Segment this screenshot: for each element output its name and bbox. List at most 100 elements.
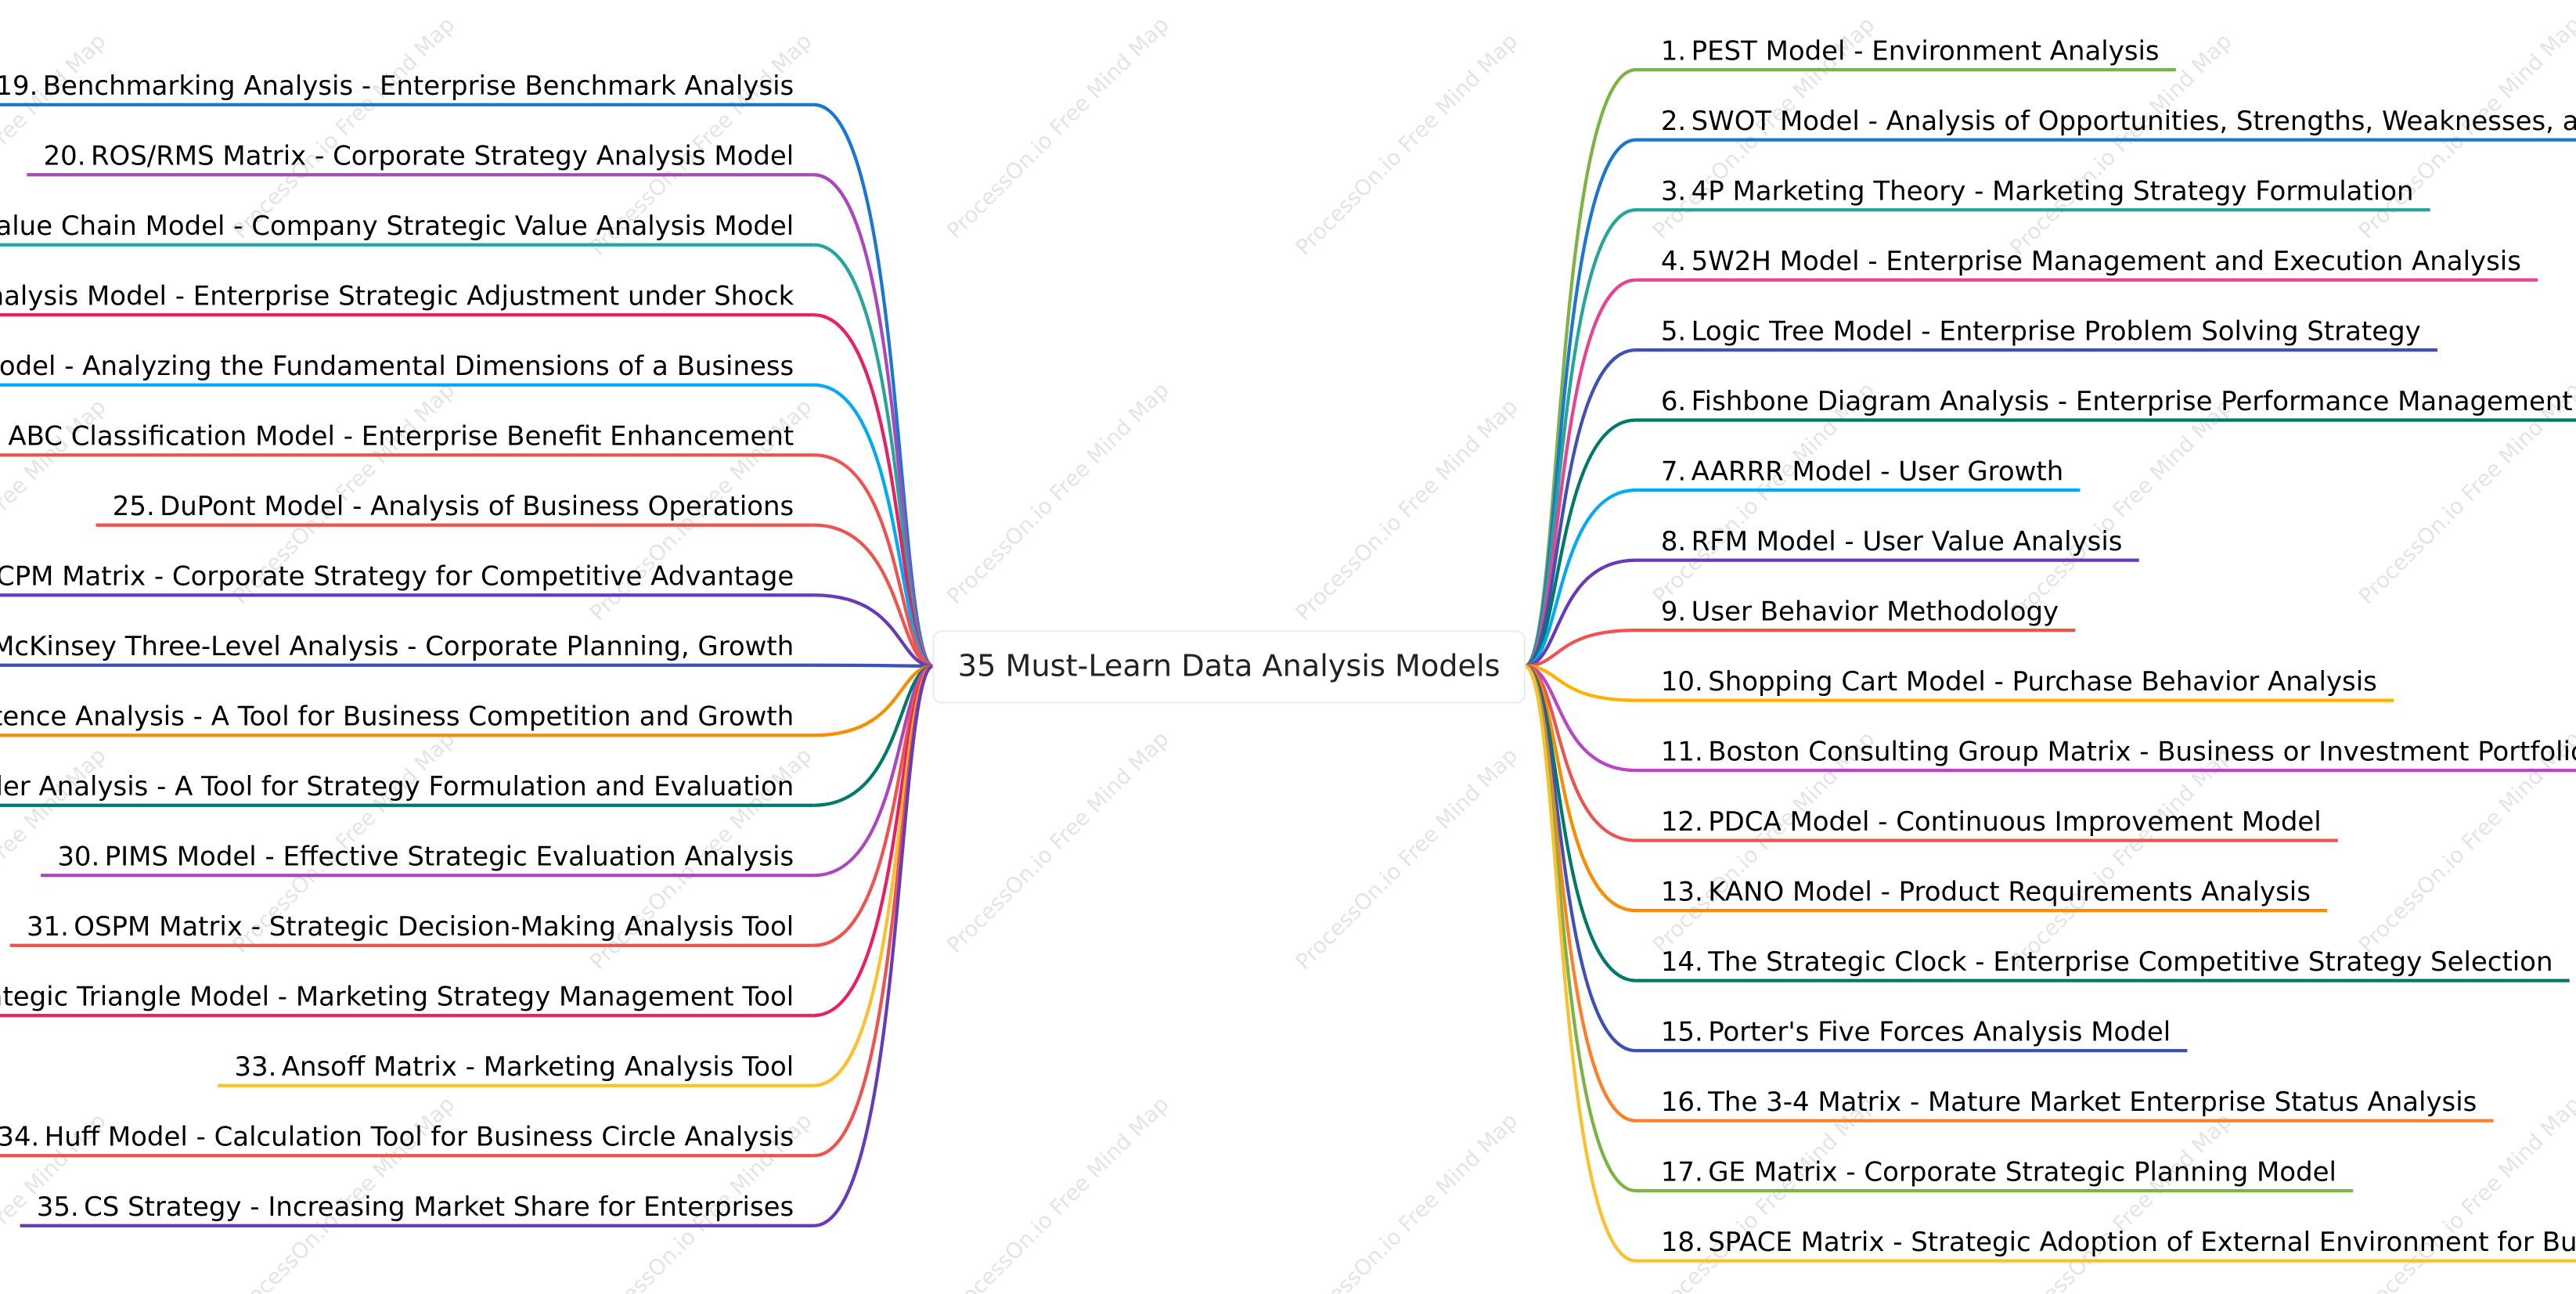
- topic-number: 3.: [1661, 175, 1686, 207]
- topic-node: 35. CS Strategy - Increasing Market Share…: [20, 1191, 814, 1227]
- root-title: 35 Must-Learn Data Analysis Models: [958, 650, 1501, 684]
- topic-node: 29.Stakeholder Analysis - A Tool for Str…: [0, 771, 814, 807]
- watermark: ProcessOn.io Free Mind Map: [2005, 742, 2237, 975]
- topic-label: 5W2H Model - Enterprise Management and E…: [1692, 246, 2521, 277]
- topic-text: 8. RFM Model - User Value Analysis: [1661, 526, 2123, 557]
- topic-node: 19.Benchmarking Analysis - Enterprise Be…: [0, 70, 814, 106]
- watermark: ProcessOn.io Free Mind Map: [2005, 394, 2237, 626]
- topic-number: 18.: [1661, 1227, 1703, 1258]
- branch: [1524, 664, 1637, 773]
- topic-text: 22.SCP Analysis Model - Enterprise Strat…: [0, 280, 794, 312]
- watermark: ProcessOn.io Free Mind Map: [1291, 394, 1523, 626]
- topic-node: 32.3C Strategic Triangle Model - Marketi…: [0, 981, 814, 1018]
- topic-label: DuPont Model - Analysis of Business Oper…: [160, 491, 794, 522]
- topic-text: 29.Stakeholder Analysis - A Tool for Str…: [0, 771, 794, 802]
- topic-text: 23.ECIRM Strategic Model - Analyzing the…: [0, 351, 794, 382]
- branch: [813, 453, 934, 669]
- watermark: ProcessOn.io Free Mind Map: [942, 377, 1174, 610]
- topic-label: CS Strategy - Increasing Market Share fo…: [84, 1191, 794, 1223]
- topic-node: 28.Core Competence Analysis - A Tool for…: [0, 701, 814, 737]
- topic-node: 30. PIMS Model - Effective Strategic Eval…: [41, 841, 814, 878]
- branch: [1524, 629, 1637, 669]
- topic-label: PIMS Model - Effective Strategic Evaluat…: [105, 841, 794, 872]
- branch: [813, 664, 934, 737]
- topic-node: 12. PDCA Model - Continuous Improvement M…: [1636, 806, 2338, 842]
- topic-number: 6.: [1661, 386, 1686, 417]
- topic-node: 23.ECIRM Strategic Model - Analyzing the…: [0, 351, 814, 387]
- watermark: ProcessOn.io Free Mind Map: [1291, 1108, 1523, 1294]
- topic-label: CPM Matrix - Corporate Strategy for Comp…: [0, 560, 794, 592]
- topic-label: SPACE Matrix - Strategic Adoption of Ext…: [1708, 1227, 2576, 1258]
- topic-node: 11. Boston Consulting Group Matrix - Busi…: [1636, 736, 2576, 773]
- branch: [1524, 418, 1637, 669]
- topic-node: 9. User Behavior Methodology: [1636, 596, 2076, 633]
- topic-text: 2. SWOT Model - Analysis of Opportunities…: [1661, 106, 2576, 137]
- branch: [813, 383, 935, 669]
- topic-label: PDCA Model - Continuous Improvement Mode…: [1708, 806, 2321, 838]
- nodes: 1. PEST Model - Environment Analysis 2. SWO…: [0, 35, 2576, 1263]
- topic-number: 16.: [1661, 1087, 1703, 1118]
- topic-text: 27.McKinsey Three-Level Analysis - Corpo…: [0, 631, 794, 662]
- branch: [813, 664, 935, 1158]
- topic-number: 25.: [113, 491, 155, 522]
- topic-label: McKinsey Three-Level Analysis - Corporat…: [0, 631, 794, 662]
- topic-node: 15. Porter's Five Forces Analysis Model: [1636, 1016, 2188, 1053]
- topic-text: 20. ROS/RMS Matrix - Corporate Strategy A…: [44, 140, 794, 171]
- topic-label: GE Matrix - Corporate Strategic Planning…: [1708, 1156, 2336, 1188]
- watermark: ProcessOn.io Free Mind Map: [942, 726, 1174, 958]
- topic-text: 21.Value Chain Model - Company Strategic…: [0, 211, 794, 242]
- branch: [1524, 558, 1637, 669]
- topic-text: 25. DuPont Model - Analysis of Business O…: [113, 491, 794, 522]
- topic-text: 16. The 3-4 Matrix - Mature Market Enterp…: [1661, 1087, 2477, 1118]
- topic-label: PEST Model - Environment Analysis: [1692, 35, 2160, 67]
- topic-label: ECIRM Strategic Model - Analyzing the Fu…: [0, 351, 794, 382]
- topic-node: 22.SCP Analysis Model - Enterprise Strat…: [0, 280, 814, 317]
- topic-label: SCP Analysis Model - Enterprise Strategi…: [0, 280, 794, 312]
- topic-node: 20. ROS/RMS Matrix - Corporate Strategy A…: [27, 140, 814, 177]
- topic-node: 2. SWOT Model - Analysis of Opportunities…: [1636, 106, 2576, 142]
- topic-node: 31. OSPM Matrix - Strategic Decision-Maki…: [9, 911, 814, 947]
- root-box: [932, 630, 1526, 704]
- topic-label: Shopping Cart Model - Purchase Behavior …: [1708, 666, 2377, 697]
- branch: [813, 173, 935, 669]
- topic-node: 24.Product ABC Classification Model - En…: [0, 420, 814, 457]
- topic-number: 8.: [1661, 526, 1686, 557]
- topic-text: 19.Benchmarking Analysis - Enterprise Be…: [0, 70, 794, 102]
- topic-text: 17. GE Matrix - Corporate Strategic Plann…: [1661, 1156, 2336, 1188]
- topic-text: 30. PIMS Model - Effective Strategic Eval…: [57, 841, 794, 872]
- topic-text: 35. CS Strategy - Increasing Market Share…: [37, 1191, 794, 1223]
- topic-label: Value Chain Model - Company Strategic Va…: [0, 211, 794, 242]
- branch: [813, 593, 934, 669]
- topic-number: 30.: [57, 841, 99, 872]
- topic-number: 31.: [27, 911, 69, 943]
- watermark: ProcessOn.io Free Mind Map: [2005, 1108, 2237, 1294]
- topic-text: 15. Porter's Five Forces Analysis Model: [1661, 1016, 2171, 1047]
- branch: [1523, 664, 1637, 1263]
- topic-node: 3. 4P Marketing Theory - Marketing Strate…: [1636, 175, 2430, 212]
- topic-text: 6. Fishbone Diagram Analysis - Enterprise…: [1661, 386, 2573, 417]
- topic-label: OSPM Matrix - Strategic Decision-Making …: [74, 911, 794, 943]
- topic-node: 33. Ansoff Matrix - Marketing Analysis To…: [218, 1051, 814, 1087]
- topic-text: 18. SPACE Matrix - Strategic Adoption of …: [1661, 1227, 2576, 1258]
- topic-number: 13.: [1661, 876, 1703, 907]
- topic-node: 13. KANO Model - Product Requirements Ana…: [1636, 876, 2328, 913]
- topic-node: 16. The 3-4 Matrix - Mature Market Enterp…: [1636, 1087, 2494, 1123]
- topic-text: 32.3C Strategic Triangle Model - Marketi…: [0, 981, 794, 1012]
- watermark: ProcessOn.io Free Mind Map: [942, 12, 1174, 244]
- topic-text: 11. Boston Consulting Group Matrix - Busi…: [1661, 736, 2576, 767]
- topic-label: AARRR Model - User Growth: [1692, 456, 2064, 487]
- topic-number: 1.: [1661, 35, 1686, 67]
- topic-label: Boston Consulting Group Matrix - Busines…: [1708, 736, 2576, 767]
- topic-text: 28.Core Competence Analysis - A Tool for…: [0, 701, 794, 732]
- topic-node: 25. DuPont Model - Analysis of Business O…: [95, 491, 814, 527]
- topic-node: 1. PEST Model - Environment Analysis: [1636, 35, 2176, 72]
- topic-node: 8. RFM Model - User Value Analysis: [1636, 526, 2139, 562]
- topic-text: 24.Product ABC Classification Model - En…: [0, 420, 794, 452]
- topic-number: 33.: [234, 1051, 276, 1083]
- topic-label: SWOT Model - Analysis of Opportunities, …: [1692, 106, 2576, 137]
- topic-text: 26.CPM Matrix - Corporate Strategy for C…: [0, 560, 794, 592]
- topic-number: 2.: [1661, 106, 1686, 137]
- topic-label: 3C Strategic Triangle Model - Marketing …: [0, 981, 794, 1012]
- topic-number: 9.: [1661, 596, 1686, 627]
- topic-label: Core Competence Analysis - A Tool for Bu…: [0, 701, 794, 732]
